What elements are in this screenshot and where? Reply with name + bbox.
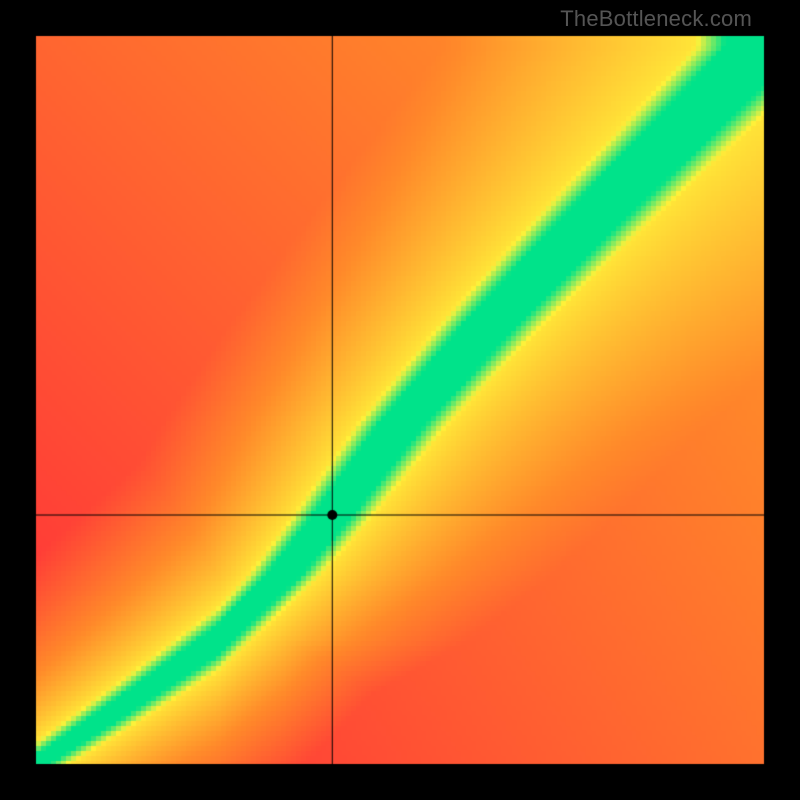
chart-container: { "watermark": "TheBottleneck.com", "hea… xyxy=(0,0,800,800)
watermark-text: TheBottleneck.com xyxy=(560,6,752,32)
bottleneck-heatmap xyxy=(0,0,800,800)
